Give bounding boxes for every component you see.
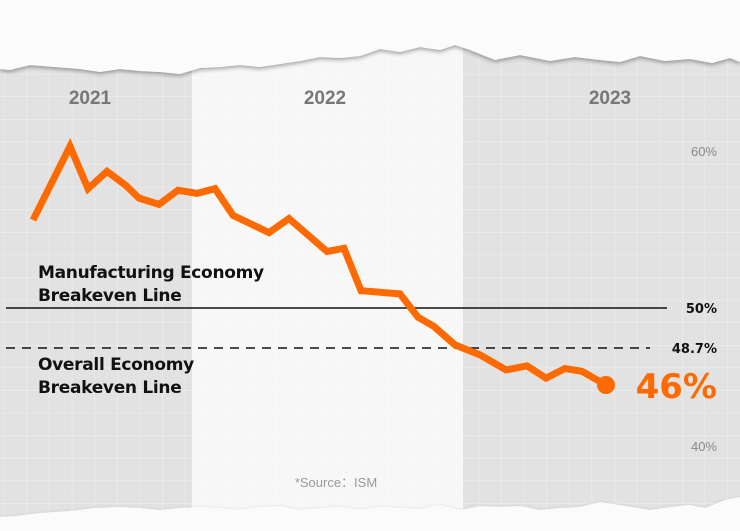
annotation-line-2: Breakeven Line [38, 286, 182, 306]
source-note: *Source：ISM [295, 475, 377, 490]
grid [0, 40, 740, 520]
reference-line-label: 50% [686, 302, 717, 317]
year-label-2023: 2023 [589, 88, 631, 109]
year-label-2022: 2022 [304, 88, 346, 109]
manufacturing-breakeven-annotation: Manufacturing Economy Breakeven Line [38, 262, 264, 308]
torn-edge-top [0, 0, 740, 74]
reference-line-label: 48.7% [672, 342, 717, 357]
torn-edge-bottom [0, 497, 740, 531]
series-line [29, 137, 608, 389]
annotation-line-2: Breakeven Line [38, 378, 182, 398]
year-label-2021: 2021 [69, 88, 112, 109]
background-bands [0, 40, 740, 520]
annotation-line-1: Overall Economy [38, 355, 194, 375]
last-value-label: 46% [636, 367, 717, 407]
overall-breakeven-annotation: Overall Economy Breakeven Line [38, 354, 194, 400]
y-tick-label: 60% [691, 144, 717, 159]
y-tick-label: 40% [691, 439, 717, 454]
last-point-marker [597, 376, 615, 394]
annotation-line-1: Manufacturing Economy [38, 263, 264, 283]
